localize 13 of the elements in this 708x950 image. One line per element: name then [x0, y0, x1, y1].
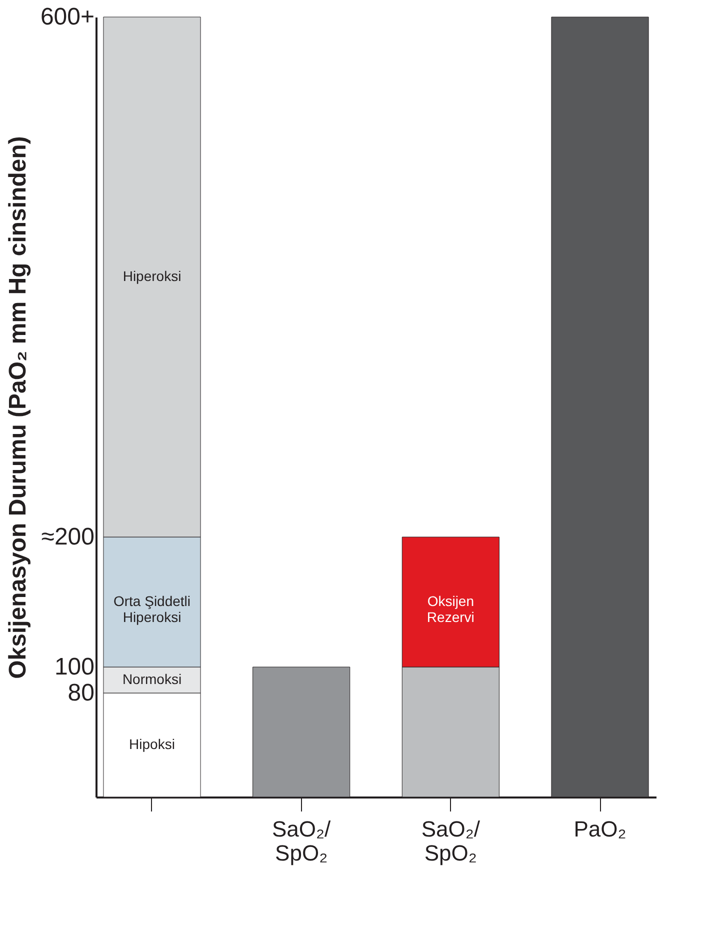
y-axis-title: Oksijenasyon Durumu (PaO₂ mm Hg cinsinden)	[4, 136, 32, 679]
y-tick-label: ≈200	[41, 524, 94, 550]
series-label: Normoksi	[122, 671, 182, 687]
series-label: Oksijen Rezervi	[426, 593, 474, 625]
x-tick-label: PaO₂	[574, 816, 626, 842]
series-label: Orta Şiddetli Hiperoksi	[113, 593, 191, 625]
series-label: Hipoksi	[129, 736, 175, 752]
x-tick-label: SaO₂/SpO₂	[421, 816, 481, 866]
series-label: Hiperoksi	[122, 268, 182, 284]
y-tick-label: 80	[68, 680, 94, 706]
x-tick-label: SaO₂/SpO₂	[272, 816, 332, 866]
y-tick-label: 100	[54, 654, 94, 680]
y-tick-label: 600+	[40, 4, 94, 30]
